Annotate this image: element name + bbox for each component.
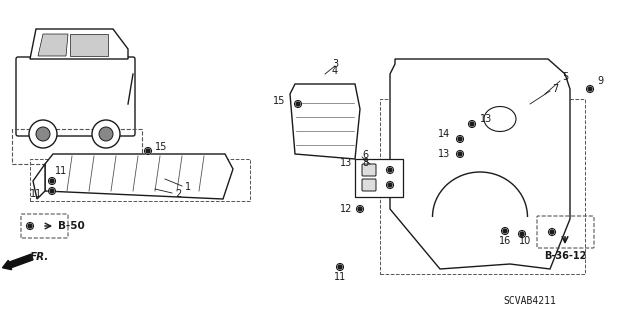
- FancyBboxPatch shape: [355, 159, 403, 197]
- Text: 6: 6: [362, 150, 368, 160]
- Circle shape: [296, 102, 300, 106]
- Circle shape: [470, 122, 474, 126]
- Bar: [380, 99, 585, 274]
- Circle shape: [518, 231, 525, 238]
- Circle shape: [36, 127, 50, 141]
- Text: 11: 11: [55, 166, 67, 176]
- Circle shape: [550, 230, 554, 234]
- Text: SCVAB4211: SCVAB4211: [504, 296, 556, 306]
- Circle shape: [456, 151, 463, 158]
- Circle shape: [503, 229, 507, 233]
- Circle shape: [338, 265, 342, 269]
- Text: 13: 13: [480, 114, 492, 124]
- Text: 14: 14: [438, 129, 450, 139]
- Circle shape: [50, 189, 54, 193]
- Circle shape: [502, 227, 509, 234]
- Circle shape: [358, 207, 362, 211]
- Text: B-36-12: B-36-12: [544, 251, 586, 261]
- Circle shape: [456, 136, 463, 143]
- Bar: [30, 159, 250, 201]
- Text: 12: 12: [340, 204, 352, 214]
- Polygon shape: [390, 59, 570, 269]
- FancyBboxPatch shape: [16, 57, 135, 136]
- Polygon shape: [30, 29, 128, 59]
- Polygon shape: [33, 164, 45, 199]
- Text: 15: 15: [155, 142, 168, 152]
- Circle shape: [588, 87, 592, 91]
- Text: 2: 2: [175, 189, 181, 199]
- Circle shape: [548, 228, 556, 235]
- Text: 8: 8: [362, 158, 368, 168]
- Text: B-50: B-50: [58, 221, 84, 231]
- Text: 9: 9: [597, 76, 603, 86]
- Circle shape: [29, 120, 57, 148]
- Polygon shape: [70, 34, 108, 56]
- Circle shape: [50, 179, 54, 183]
- Circle shape: [356, 205, 364, 212]
- Circle shape: [387, 167, 394, 174]
- FancyBboxPatch shape: [362, 179, 376, 191]
- Circle shape: [92, 120, 120, 148]
- Text: FR.: FR.: [30, 252, 49, 262]
- Circle shape: [388, 168, 392, 172]
- Circle shape: [586, 85, 593, 93]
- Polygon shape: [290, 84, 360, 159]
- FancyArrow shape: [3, 254, 33, 270]
- Circle shape: [337, 263, 344, 271]
- Ellipse shape: [484, 107, 516, 131]
- Text: 10: 10: [519, 236, 531, 246]
- Circle shape: [49, 177, 56, 184]
- Circle shape: [49, 188, 56, 195]
- Text: 3: 3: [332, 59, 338, 69]
- Text: 11: 11: [334, 272, 346, 282]
- Text: 4: 4: [332, 66, 338, 76]
- Circle shape: [520, 232, 524, 236]
- Circle shape: [99, 127, 113, 141]
- Text: 15: 15: [273, 96, 285, 106]
- Circle shape: [28, 224, 32, 228]
- Circle shape: [468, 121, 476, 128]
- Text: 13: 13: [340, 158, 352, 168]
- Circle shape: [294, 100, 301, 108]
- Polygon shape: [45, 154, 233, 199]
- Polygon shape: [38, 34, 68, 56]
- Circle shape: [388, 183, 392, 187]
- Text: 16: 16: [499, 236, 511, 246]
- Circle shape: [458, 137, 462, 141]
- Text: 13: 13: [438, 149, 450, 159]
- Circle shape: [387, 182, 394, 189]
- Circle shape: [458, 152, 462, 156]
- Text: 1: 1: [185, 182, 191, 192]
- Text: 7: 7: [552, 84, 558, 94]
- Circle shape: [146, 149, 150, 153]
- Bar: [12, 129, 142, 164]
- Circle shape: [26, 222, 33, 229]
- Circle shape: [145, 147, 152, 154]
- FancyBboxPatch shape: [362, 164, 376, 176]
- Text: 11: 11: [29, 189, 42, 199]
- Text: 5: 5: [562, 72, 568, 82]
